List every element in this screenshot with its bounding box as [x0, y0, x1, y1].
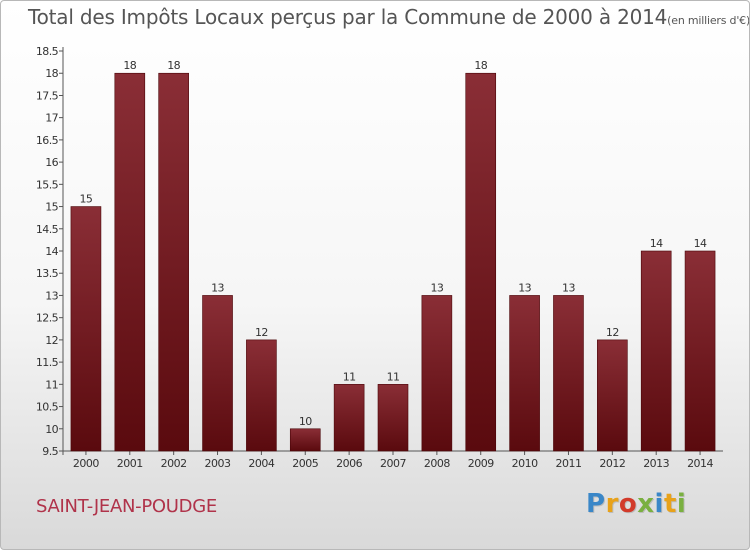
x-tick-label: 2006 — [336, 457, 362, 470]
bar-value-label: 13 — [562, 281, 575, 294]
logo-letter: x — [637, 489, 655, 519]
commune-name: SAINT-JEAN-POUDGE — [36, 496, 217, 517]
bar-value-label: 15 — [80, 193, 93, 206]
y-tick-label: 16.5 — [36, 134, 59, 147]
x-tick-label: 2014 — [687, 457, 713, 470]
bar-2000[interactable] — [70, 206, 102, 452]
bar-value-label: 13 — [518, 281, 531, 294]
bar-value-label: 14 — [650, 237, 663, 250]
y-tick-label: 14 — [45, 245, 58, 258]
bar-2006[interactable] — [333, 384, 365, 452]
x-tick-label: 2002 — [161, 457, 187, 470]
logo-letter: o — [618, 489, 638, 519]
y-tick-label: 13 — [45, 289, 58, 302]
y-tick-label: 17.5 — [36, 89, 59, 102]
logo-letter: t — [663, 489, 677, 519]
chart-title-text: Total des Impôts Locaux perçus par la Co… — [28, 5, 668, 29]
y-tick-label: 12 — [45, 334, 58, 347]
bar-2003[interactable] — [202, 295, 233, 452]
x-tick-label: 2009 — [468, 457, 494, 470]
logo-letter: r — [605, 489, 619, 519]
y-tick-label: 11.5 — [36, 356, 59, 369]
y-tick-label: 15 — [45, 201, 58, 214]
bar-value-label: 14 — [694, 237, 707, 250]
chart-unit: (en milliers d'€) — [667, 14, 750, 27]
bar-2008[interactable] — [421, 295, 453, 452]
bar-value-label: 18 — [123, 59, 136, 72]
bar-2001[interactable] — [114, 72, 146, 452]
proxiti-logo[interactable]: Proxiti — [586, 489, 686, 519]
x-tick-label: 2011 — [555, 457, 581, 470]
logo-letter: i — [654, 489, 664, 519]
y-tick-label: 10.5 — [36, 401, 59, 414]
y-tick-label: 14.5 — [36, 223, 59, 236]
bar-2007[interactable] — [377, 384, 409, 452]
bar-value-label: 18 — [474, 59, 487, 72]
bar-2013[interactable] — [640, 250, 672, 452]
x-tick-label: 2007 — [380, 457, 406, 470]
x-tick-label: 2003 — [205, 457, 231, 470]
bar-value-label: 12 — [606, 326, 619, 339]
bar-2009[interactable] — [465, 72, 497, 452]
bar-2014[interactable] — [684, 250, 716, 452]
y-tick-label: 15.5 — [36, 178, 59, 191]
y-tick-label: 9.5 — [42, 445, 58, 458]
y-tick-label: 16 — [45, 156, 58, 169]
bar-value-label: 10 — [299, 415, 312, 428]
y-tick-label: 17 — [45, 112, 58, 125]
bar-value-label: 12 — [255, 326, 268, 339]
y-tick-label: 18.5 — [36, 45, 59, 58]
bar-2011[interactable] — [553, 295, 584, 452]
x-tick-label: 2013 — [643, 457, 669, 470]
bar-2002[interactable] — [158, 72, 189, 452]
bar-value-label: 11 — [343, 370, 356, 383]
bar-2010[interactable] — [509, 295, 540, 452]
x-tick-label: 2001 — [117, 457, 143, 470]
y-tick-label: 18 — [45, 67, 58, 80]
logo-letter: P — [586, 489, 606, 519]
bar-value-label: 13 — [430, 281, 443, 294]
y-tick-label: 10 — [45, 423, 58, 436]
logo-letter: i — [676, 489, 687, 519]
x-tick-label: 2005 — [292, 457, 318, 470]
bar-2012[interactable] — [597, 339, 628, 452]
x-tick-label: 2012 — [599, 457, 625, 470]
x-tick-label: 2004 — [248, 457, 274, 470]
bar-value-label: 11 — [387, 370, 400, 383]
x-tick-label: 2000 — [73, 457, 99, 470]
chart-title: Total des Impôts Locaux perçus par la Co… — [28, 5, 750, 29]
x-tick-label: 2010 — [512, 457, 538, 470]
y-tick-label: 13.5 — [36, 267, 59, 280]
bar-value-label: 18 — [167, 59, 180, 72]
bar-value-label: 13 — [211, 281, 224, 294]
y-tick-label: 11 — [45, 378, 58, 391]
bar-2004[interactable] — [246, 339, 277, 452]
x-tick-label: 2008 — [424, 457, 450, 470]
y-tick-label: 12.5 — [36, 312, 59, 325]
bar-2005[interactable] — [289, 428, 321, 452]
